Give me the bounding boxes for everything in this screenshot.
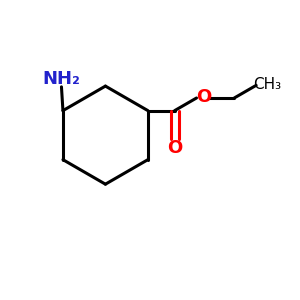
Text: O: O (196, 88, 212, 106)
Text: CH₃: CH₃ (254, 77, 281, 92)
Text: NH₂: NH₂ (43, 70, 80, 88)
Text: O: O (167, 140, 182, 158)
